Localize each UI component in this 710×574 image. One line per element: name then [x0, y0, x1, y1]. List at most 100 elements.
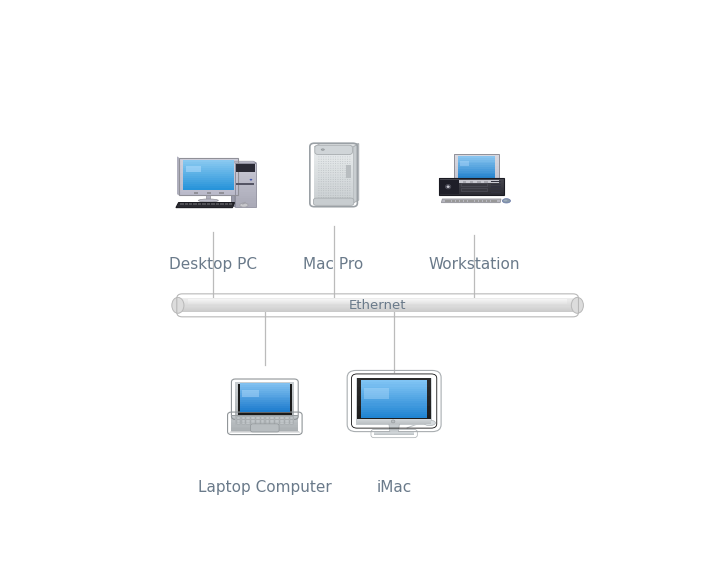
Ellipse shape: [323, 161, 324, 162]
Ellipse shape: [323, 188, 324, 189]
Bar: [231, 428, 298, 430]
Bar: [439, 193, 504, 195]
Bar: [491, 189, 501, 190]
Ellipse shape: [349, 199, 350, 200]
Ellipse shape: [172, 297, 184, 313]
Ellipse shape: [340, 195, 341, 196]
Bar: [464, 201, 466, 202]
Bar: [487, 200, 490, 201]
Ellipse shape: [445, 184, 451, 189]
Bar: [236, 416, 294, 425]
Ellipse shape: [323, 174, 324, 175]
Ellipse shape: [347, 159, 348, 160]
Bar: [185, 205, 188, 207]
Ellipse shape: [503, 199, 510, 203]
Bar: [182, 309, 573, 310]
Ellipse shape: [318, 170, 320, 171]
Bar: [234, 165, 256, 167]
Bar: [179, 165, 238, 169]
Ellipse shape: [342, 195, 343, 196]
Bar: [198, 204, 202, 205]
Bar: [194, 192, 198, 195]
Bar: [180, 204, 184, 205]
Bar: [361, 399, 427, 401]
Bar: [458, 165, 495, 167]
Bar: [234, 198, 256, 200]
Bar: [183, 182, 234, 184]
Bar: [285, 420, 288, 421]
Bar: [189, 205, 192, 207]
Bar: [271, 422, 274, 424]
Ellipse shape: [344, 154, 346, 155]
Bar: [361, 414, 427, 416]
Bar: [187, 301, 567, 302]
Bar: [240, 398, 290, 400]
Bar: [449, 201, 452, 202]
Ellipse shape: [342, 186, 343, 187]
Bar: [459, 161, 469, 166]
Ellipse shape: [340, 159, 341, 160]
Bar: [357, 378, 431, 387]
Bar: [361, 410, 427, 412]
Bar: [444, 200, 447, 201]
Ellipse shape: [344, 179, 346, 180]
Bar: [179, 192, 238, 195]
Ellipse shape: [335, 168, 336, 169]
Bar: [439, 192, 504, 193]
Ellipse shape: [330, 159, 332, 160]
Bar: [183, 188, 234, 190]
Bar: [452, 200, 455, 201]
Ellipse shape: [342, 179, 343, 180]
Ellipse shape: [321, 165, 322, 166]
Ellipse shape: [328, 188, 329, 189]
Bar: [364, 389, 389, 399]
Bar: [261, 422, 265, 424]
Bar: [216, 204, 219, 205]
Ellipse shape: [342, 152, 343, 153]
Bar: [198, 205, 202, 207]
Bar: [235, 382, 295, 386]
Polygon shape: [177, 156, 179, 195]
Text: Mac Pro: Mac Pro: [303, 257, 364, 272]
Bar: [454, 180, 498, 184]
Ellipse shape: [349, 161, 350, 162]
Ellipse shape: [326, 168, 327, 169]
Bar: [439, 190, 504, 192]
Bar: [475, 200, 479, 201]
Bar: [234, 167, 256, 169]
Ellipse shape: [572, 297, 584, 313]
Bar: [458, 170, 495, 173]
Ellipse shape: [318, 179, 320, 180]
Bar: [240, 385, 290, 387]
Bar: [187, 303, 567, 304]
Ellipse shape: [337, 165, 339, 166]
Bar: [315, 169, 353, 172]
Bar: [231, 415, 298, 417]
Ellipse shape: [337, 188, 339, 189]
Ellipse shape: [344, 195, 346, 196]
Ellipse shape: [321, 154, 322, 155]
Ellipse shape: [330, 168, 332, 169]
Ellipse shape: [337, 197, 339, 198]
Bar: [463, 181, 466, 183]
Ellipse shape: [340, 152, 341, 153]
Ellipse shape: [328, 165, 329, 166]
Ellipse shape: [323, 172, 324, 173]
Text: iMac: iMac: [376, 480, 412, 495]
Ellipse shape: [333, 195, 334, 196]
Polygon shape: [231, 161, 234, 207]
Bar: [460, 200, 463, 201]
Bar: [183, 168, 234, 170]
Bar: [240, 397, 290, 398]
Ellipse shape: [344, 161, 346, 162]
Bar: [315, 166, 353, 169]
Bar: [458, 176, 495, 178]
Bar: [494, 200, 498, 201]
Ellipse shape: [342, 188, 343, 189]
Bar: [212, 204, 214, 205]
Ellipse shape: [321, 170, 322, 171]
Ellipse shape: [330, 174, 332, 175]
Bar: [458, 162, 495, 164]
Bar: [315, 155, 353, 158]
Ellipse shape: [347, 161, 348, 162]
